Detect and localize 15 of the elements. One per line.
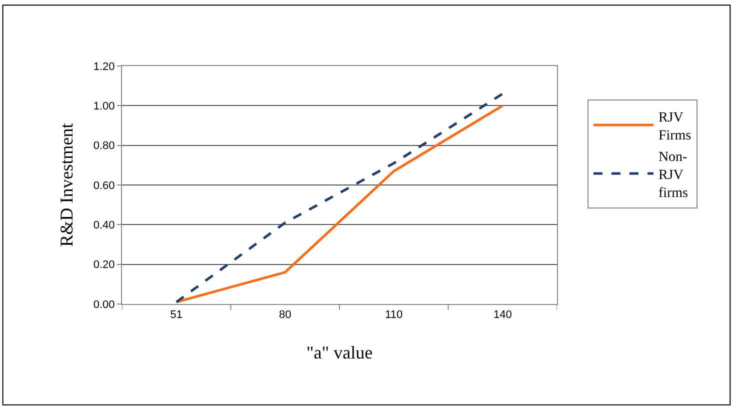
y-axis-title: R&D Investment [56,123,77,247]
x-tick-label: 80 [279,309,292,322]
y-tick-label: 1.20 [93,60,115,73]
y-tick-label: 0.20 [93,259,115,272]
x-tick-label: 140 [493,309,512,322]
x-tick-label: 110 [385,309,403,322]
legend-label: RJV Firms [658,110,692,144]
x-tick-label: 51 [170,309,183,322]
y-tick-label: 0.40 [93,220,115,232]
y-tick-label: 0.80 [93,140,115,152]
x-axis-title: "a" value [306,342,373,362]
y-tick-label: 0.00 [93,298,115,311]
y-tick-label: 0.60 [93,180,115,192]
y-tick-label: 1.00 [93,100,115,113]
legend-label: Non-RJV firms [658,150,688,202]
